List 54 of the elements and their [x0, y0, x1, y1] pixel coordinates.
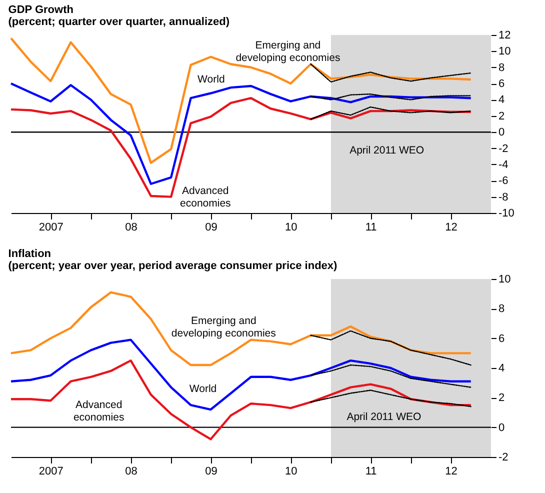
y-tick-label: -4 [498, 158, 508, 171]
y-tick-label: 0 [498, 422, 505, 434]
y-tick-label: 12 [498, 30, 511, 42]
x-tick-label: 2007 [38, 466, 64, 478]
y-tick-label: -10 [498, 208, 514, 220]
y-tick-label: 4 [498, 94, 505, 106]
annotation: World [198, 74, 225, 86]
y-tick-label: 6 [498, 78, 505, 90]
annotation: Advanced economies [73, 399, 124, 424]
y-tick-label: 10 [498, 46, 511, 58]
line-series [10, 291, 472, 366]
annotation: Emerging and developing economies [236, 40, 340, 64]
x-tick-label: 11 [365, 222, 377, 234]
line-series [10, 82, 472, 185]
annotation: Advanced economies [180, 185, 231, 210]
line-series [10, 97, 472, 198]
x-tick-label: 10 [285, 222, 298, 234]
y-tick-label: 2 [498, 392, 505, 404]
y-tick-label: 0 [498, 126, 505, 139]
y-tick-label: 8 [498, 303, 505, 316]
y-tick-label: 6 [498, 332, 505, 345]
y-tick-label: 10 [498, 274, 511, 286]
annotation: World [189, 382, 217, 395]
line-series [310, 64, 472, 83]
chart-subtitle: (percent; year over year, period average consumer price index) [8, 260, 338, 272]
line-series [310, 390, 472, 408]
x-tick-label: 09 [205, 222, 218, 234]
chart-subtitle: (percent; quarter over quarter, annualized) [8, 16, 230, 28]
chart-title: Inflation [8, 248, 52, 260]
chart-title: GDP Growth [8, 4, 74, 16]
x-tick-label: 09 [205, 466, 218, 478]
x-tick-label: 08 [125, 466, 138, 478]
line-series [10, 359, 472, 440]
x-tick-label: 2007 [38, 222, 64, 234]
annotation: Emerging and developing economies [171, 314, 276, 340]
y-tick-label: 4 [498, 362, 505, 374]
y-tick-label: -6 [498, 175, 508, 188]
x-tick-label: 12 [445, 466, 458, 478]
y-tick-label: -8 [498, 191, 508, 204]
annotation: April 2011 WEO [346, 410, 422, 423]
annotation: April 2011 WEO [350, 144, 424, 157]
line-series [10, 338, 472, 411]
x-tick-label: 10 [285, 466, 298, 478]
line-series [310, 106, 472, 120]
x-tick-label: 11 [365, 466, 377, 478]
x-tick-label: 08 [125, 222, 138, 234]
y-tick-label: 2 [498, 110, 505, 122]
y-tick-label: -2 [498, 142, 508, 155]
line-series [310, 330, 472, 366]
y-tick-label: -2 [498, 452, 508, 464]
line-series [10, 37, 472, 164]
x-tick-label: 12 [445, 222, 458, 234]
y-tick-label: 8 [498, 62, 505, 74]
line-series [310, 364, 472, 388]
